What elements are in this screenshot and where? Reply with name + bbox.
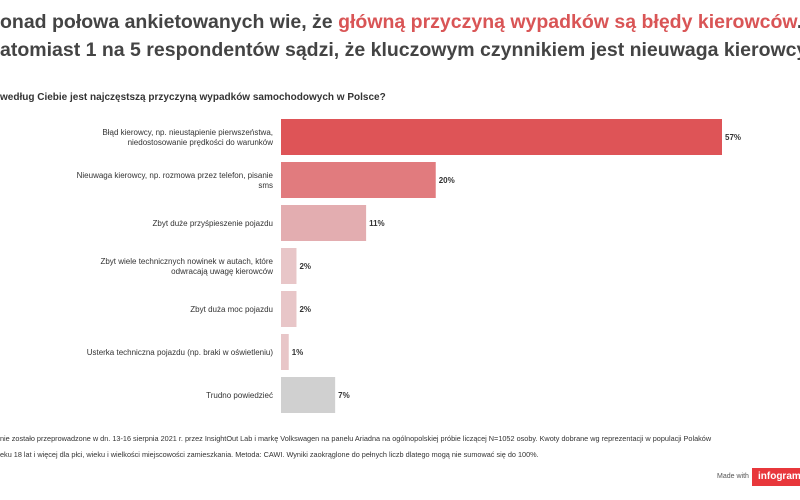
category-label-line: Zbyt duża moc pojazdu — [190, 305, 273, 314]
headline-line-1-start: onad połowa ankietowanych wie, że — [0, 11, 339, 33]
category-label: Nieuwaga kierowcy, np. rozmowa przez tel… — [77, 171, 274, 190]
category-label-line: Zbyt duże przyśpieszenie pojazdu — [152, 219, 273, 228]
bar — [281, 377, 336, 413]
chart-question: według Ciebie jest najczęstszą przyczyną… — [0, 92, 386, 103]
bar-value-label: 1% — [292, 348, 304, 357]
category-label-line: Usterka techniczna pojazdu (np. braki w … — [87, 348, 274, 357]
bar — [281, 334, 289, 370]
bar-value-label: 7% — [338, 391, 350, 400]
category-label: Trudno powiedzieć — [206, 391, 273, 400]
footnote-line-1: nie zostało przeprowadzone w dn. 13-16 s… — [0, 434, 712, 443]
category-label: Błąd kierowcy, np. nieustąpienie pierwsz… — [102, 128, 273, 147]
headline-line-2: atomiast 1 na 5 respondentów sądzi, że k… — [0, 39, 800, 61]
footnote-line-2: eku 18 lat i więcej dla płci, wieku i wi… — [0, 450, 539, 459]
category-label: Usterka techniczna pojazdu (np. braki w … — [87, 348, 274, 357]
bar — [281, 205, 367, 241]
headline: onad połowa ankietowanych wie, że główną… — [0, 8, 800, 64]
category-label-line: odwracają uwagę kierowców — [171, 267, 273, 276]
bar-chart: 57% Błąd kierowcy, np. nieustąpienie pier… — [77, 119, 741, 413]
bar-value-label: 20% — [439, 176, 455, 185]
footnote: nie zostało przeprowadzone w dn. 13-16 s… — [0, 431, 800, 463]
category-label: Zbyt duże przyśpieszenie pojazdu — [152, 219, 273, 228]
bar-value-label: 57% — [725, 133, 741, 142]
category-label-line: Nieuwaga kierowcy, np. rozmowa przez tel… — [77, 171, 274, 180]
headline-line-1: onad połowa ankietowanych wie, że główną… — [0, 8, 800, 36]
category-label: Zbyt wiele technicznych nowinek w autach… — [100, 257, 273, 276]
bar — [281, 291, 297, 327]
category-label: Zbyt duża moc pojazdu — [190, 305, 273, 314]
bar — [281, 119, 722, 155]
category-label-line: sms — [258, 181, 273, 190]
bar — [281, 248, 297, 284]
headline-line-1-end: . — [797, 11, 800, 33]
bar-value-label: 2% — [299, 305, 311, 314]
bar-value-label: 2% — [299, 262, 311, 271]
category-label-line: Trudno powiedzieć — [206, 391, 273, 400]
category-label-line: Zbyt wiele technicznych nowinek w autach… — [100, 257, 273, 266]
bar — [281, 162, 436, 198]
category-label-line: Błąd kierowcy, np. nieustąpienie pierwsz… — [102, 128, 273, 137]
bar-value-label: 11% — [369, 219, 385, 228]
infogram-logo-link[interactable]: infogram — [752, 468, 800, 486]
made-with-text: Made with — [717, 473, 749, 480]
headline-highlight: główną przyczyną wypadków są błędy kiero… — [338, 11, 797, 33]
category-label-line: niedostosowanie prędkości do warunków — [128, 138, 274, 147]
